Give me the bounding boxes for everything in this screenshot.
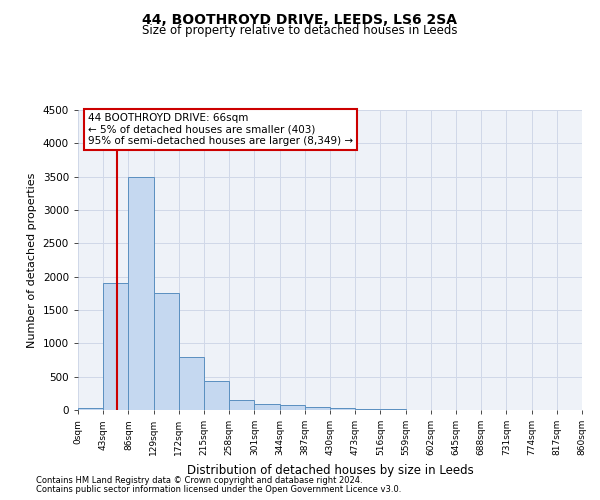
Bar (254, 404, 280, 410)
Text: Contains HM Land Registry data © Crown copyright and database right 2024.: Contains HM Land Registry data © Crown c… (36, 476, 362, 485)
Bar (204, 382, 229, 410)
Y-axis label: Number of detached properties: Number of detached properties (27, 172, 37, 348)
Bar (154, 294, 179, 410)
Text: 44 BOOTHROYD DRIVE: 66sqm
← 5% of detached houses are smaller (403)
95% of semi-: 44 BOOTHROYD DRIVE: 66sqm ← 5% of detach… (88, 113, 353, 146)
Bar (280, 406, 305, 410)
Text: Size of property relative to detached houses in Leeds: Size of property relative to detached ho… (142, 24, 458, 37)
Bar (330, 408, 355, 410)
Text: Contains public sector information licensed under the Open Government Licence v3: Contains public sector information licen… (36, 485, 401, 494)
X-axis label: Distribution of detached houses by size in Leeds: Distribution of detached houses by size … (187, 464, 473, 476)
Text: 44, BOOTHROYD DRIVE, LEEDS, LS6 2SA: 44, BOOTHROYD DRIVE, LEEDS, LS6 2SA (143, 12, 458, 26)
Bar (78, 408, 103, 410)
Bar (229, 400, 254, 410)
Bar (305, 406, 330, 410)
Bar (128, 176, 154, 410)
Bar (179, 356, 204, 410)
Bar (355, 408, 380, 410)
Bar (380, 409, 406, 410)
Bar (103, 284, 128, 410)
